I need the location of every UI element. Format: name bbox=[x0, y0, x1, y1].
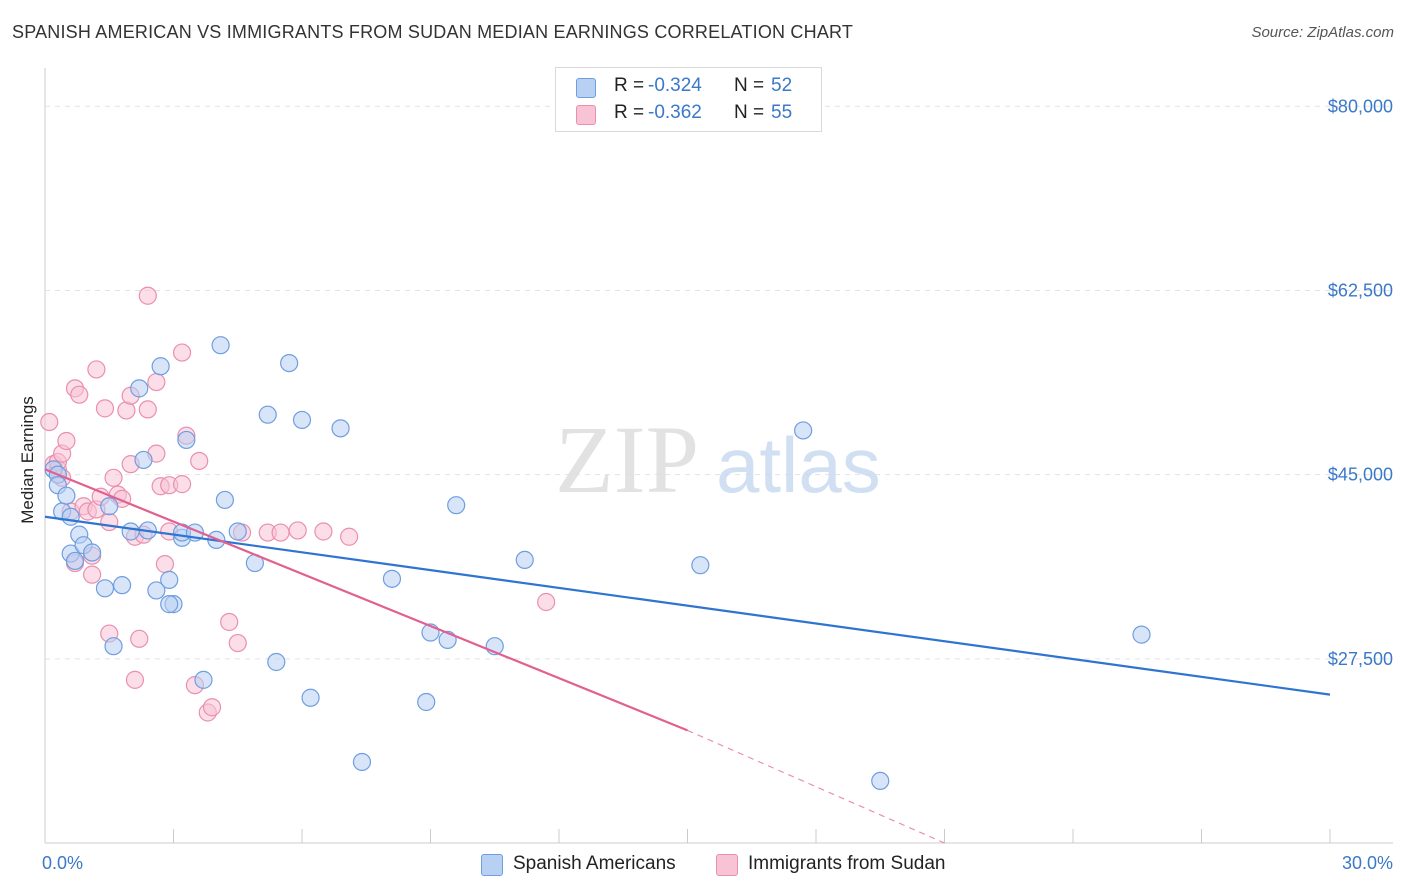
point-spanish-american bbox=[104, 637, 123, 656]
legend-swatch-pink bbox=[576, 105, 596, 125]
point-spanish-american bbox=[57, 486, 76, 505]
correlation-legend: R = -0.324 N = 52 R = -0.362 N = 55 bbox=[555, 67, 822, 132]
point-spanish-american bbox=[417, 692, 436, 712]
point-immigrant-sudan bbox=[190, 451, 209, 471]
legend-r-value: -0.362 bbox=[648, 102, 702, 123]
point-immigrant-sudan bbox=[228, 633, 247, 653]
point-spanish-american bbox=[301, 688, 320, 707]
point-immigrant-sudan bbox=[40, 412, 59, 432]
point-immigrant-sudan bbox=[138, 400, 157, 419]
chart-source: Source: ZipAtlas.com bbox=[1251, 24, 1394, 41]
x-tick-label: 30.0% bbox=[1342, 853, 1393, 873]
point-immigrant-sudan bbox=[172, 475, 192, 494]
point-spanish-american bbox=[160, 595, 179, 614]
series-blue-points bbox=[44, 336, 1151, 791]
point-immigrant-sudan bbox=[147, 372, 166, 392]
point-spanish-american bbox=[1132, 625, 1151, 644]
point-spanish-american bbox=[160, 570, 179, 589]
legend-swatch-pink bbox=[716, 854, 738, 876]
point-spanish-american bbox=[194, 670, 213, 689]
point-spanish-american bbox=[134, 450, 153, 470]
point-spanish-american bbox=[515, 550, 534, 570]
legend-r-value: -0.324 bbox=[648, 75, 702, 96]
point-spanish-american bbox=[292, 410, 312, 430]
y-tick-label: $62,500 bbox=[1328, 280, 1393, 300]
y-axis-label: Median Earnings bbox=[18, 396, 37, 524]
point-immigrant-sudan bbox=[138, 286, 157, 305]
y-tick-label: $80,000 bbox=[1328, 96, 1393, 116]
point-spanish-american bbox=[382, 569, 402, 588]
point-spanish-american bbox=[447, 496, 466, 515]
legend-series-name: Immigrants from Sudan bbox=[748, 853, 946, 874]
chart-title: SPANISH AMERICAN VS IMMIGRANTS FROM SUDA… bbox=[12, 22, 854, 42]
point-immigrant-sudan bbox=[172, 343, 192, 362]
point-spanish-american bbox=[151, 357, 170, 376]
legend-swatch-blue bbox=[576, 78, 596, 98]
point-spanish-american bbox=[147, 581, 166, 600]
watermark-zip: ZIP bbox=[555, 406, 699, 513]
point-spanish-american bbox=[95, 579, 115, 598]
legend-r-label: R = bbox=[614, 75, 645, 96]
point-immigrant-sudan bbox=[95, 399, 115, 418]
trend-line-immigrants-sudan bbox=[44, 468, 688, 732]
x-tick-label: 0.0% bbox=[42, 853, 83, 873]
legend-series-name: Spanish Americans bbox=[513, 853, 676, 874]
legend-swatch-blue bbox=[481, 854, 503, 876]
point-spanish-american bbox=[228, 522, 247, 541]
point-immigrant-sudan bbox=[537, 592, 556, 612]
point-immigrant-sudan bbox=[314, 522, 333, 541]
point-spanish-american bbox=[352, 752, 372, 772]
legend-n-label: N = bbox=[734, 102, 765, 123]
point-immigrant-sudan bbox=[130, 629, 149, 648]
point-spanish-american bbox=[130, 379, 149, 398]
point-immigrant-sudan bbox=[202, 698, 222, 717]
point-spanish-american bbox=[211, 336, 230, 355]
gridlines bbox=[45, 105, 1393, 660]
point-spanish-american bbox=[65, 551, 85, 571]
point-spanish-american bbox=[100, 497, 119, 516]
legend-n-value: 52 bbox=[771, 75, 793, 96]
x-tick-labels: 0.0% 30.0% bbox=[42, 853, 1393, 873]
point-immigrant-sudan bbox=[70, 385, 89, 404]
point-immigrant-sudan bbox=[288, 521, 307, 540]
y-tick-labels: $27,500 $45,000 $62,500 $80,000 bbox=[1328, 96, 1393, 669]
point-immigrant-sudan bbox=[87, 360, 106, 379]
y-tick-label: $27,500 bbox=[1328, 649, 1393, 669]
point-immigrant-sudan bbox=[57, 431, 76, 451]
point-spanish-american bbox=[258, 405, 277, 424]
point-immigrant-sudan bbox=[155, 555, 175, 574]
point-immigrant-sudan bbox=[220, 612, 239, 632]
point-spanish-american bbox=[177, 430, 196, 450]
point-spanish-american bbox=[112, 576, 132, 595]
point-spanish-american bbox=[794, 421, 813, 440]
point-immigrant-sudan bbox=[104, 468, 123, 487]
point-immigrant-sudan bbox=[83, 565, 102, 584]
point-spanish-american bbox=[267, 652, 286, 672]
point-immigrant-sudan bbox=[340, 527, 359, 546]
legend-n-value: 55 bbox=[771, 102, 793, 123]
point-spanish-american bbox=[691, 556, 710, 575]
axes bbox=[44, 68, 1393, 844]
legend-r-label: R = bbox=[614, 102, 645, 123]
y-tick-label: $45,000 bbox=[1328, 465, 1393, 485]
point-immigrant-sudan bbox=[125, 670, 145, 689]
point-immigrant-sudan bbox=[271, 523, 290, 542]
legend-n-label: N = bbox=[734, 75, 765, 96]
point-spanish-american bbox=[215, 490, 234, 510]
trend-lines bbox=[44, 468, 1331, 844]
trend-line-spanish-americans bbox=[44, 515, 1331, 696]
trend-line-extension-immigrants-sudan bbox=[687, 729, 945, 844]
point-immigrant-sudan bbox=[100, 512, 119, 532]
point-spanish-american bbox=[331, 419, 350, 438]
point-spanish-american bbox=[121, 522, 140, 541]
point-spanish-american bbox=[61, 507, 80, 526]
watermark: ZIP atlas bbox=[555, 406, 881, 513]
point-spanish-american bbox=[871, 771, 890, 791]
point-spanish-american bbox=[280, 353, 299, 373]
point-spanish-american bbox=[83, 543, 102, 562]
